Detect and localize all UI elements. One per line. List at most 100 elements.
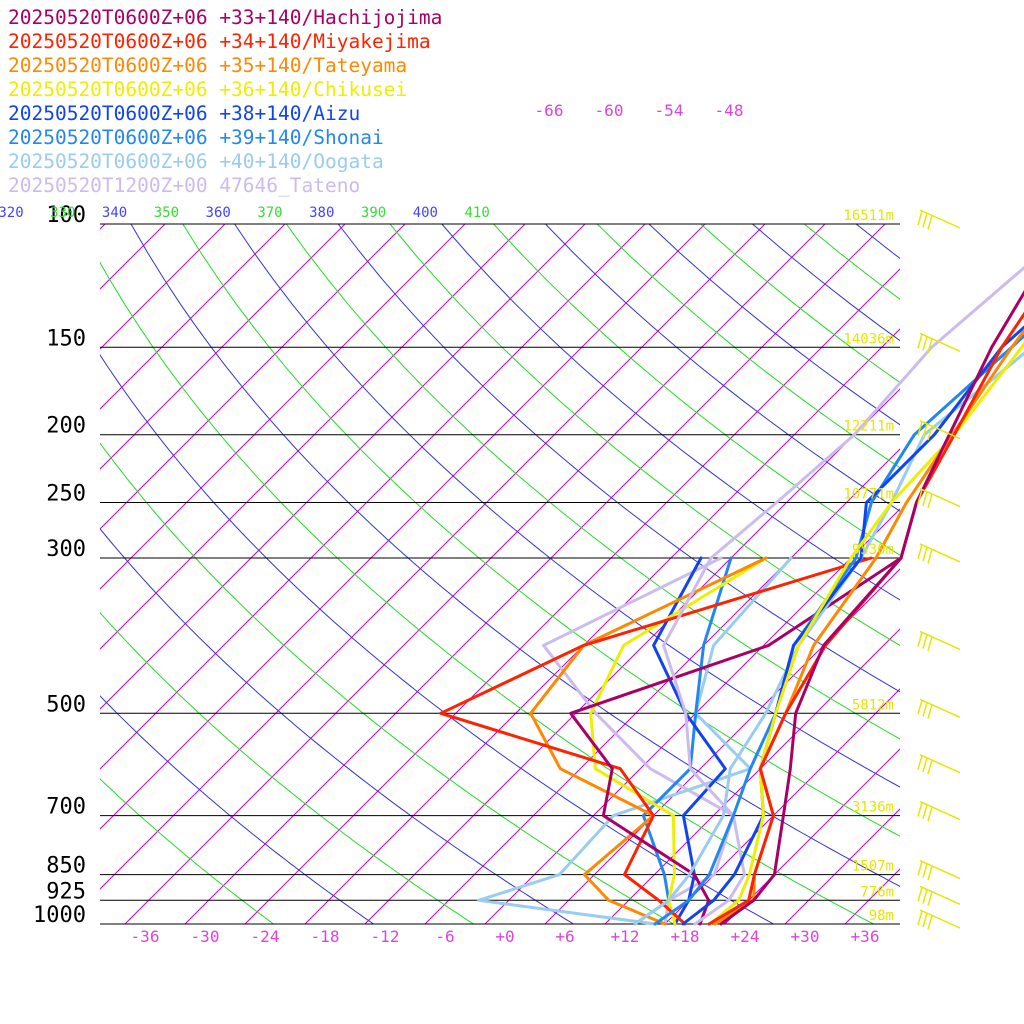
pressure-tick-label: 100	[46, 203, 86, 228]
wind-barb-flag	[922, 336, 928, 351]
isobar-lines	[100, 223, 900, 925]
height-label: 12211m	[843, 419, 894, 435]
temperature-tick-label: +18	[671, 927, 700, 946]
wind-barb-flag	[927, 865, 933, 881]
wind-barb-flag	[922, 491, 928, 506]
isotherm-line	[100, 224, 286, 410]
temperature-line	[719, 290, 1024, 926]
isotherm-line	[184, 224, 886, 924]
wind-barb-flag	[917, 802, 923, 817]
wind-barb-flag	[917, 334, 923, 349]
temperature-tick-label: +30	[791, 927, 820, 946]
wind-barb-staff	[919, 909, 961, 929]
wind-barb-staff	[919, 420, 961, 440]
temperature-tick-label: -6	[435, 927, 454, 946]
wind-barb-flag	[922, 423, 928, 439]
pressure-tick-label: 925	[46, 879, 86, 904]
axis-labels: 100 16511m 150 14036m 200 12211m 250 10771m 300 9…	[0, 101, 894, 946]
wind-barb-flag	[922, 863, 928, 878]
wind-barbs	[917, 209, 961, 930]
temperature-tick-label: +6	[555, 927, 574, 946]
pressure-tick-label: 250	[46, 482, 86, 507]
theta-label: 360	[206, 205, 231, 221]
isotherm-label: -60	[595, 101, 624, 120]
isotherm-line	[244, 268, 900, 924]
isotherm-label: -66	[535, 101, 564, 120]
pressure-tick-label: 850	[46, 854, 86, 879]
dry-adiabat-line	[493, 224, 900, 556]
isotherm-line	[0, 224, 45, 924]
wind-barb-flag	[922, 546, 928, 562]
legend-item: 20250520T0600Z+06 +40+140/Oogata	[8, 150, 384, 173]
wind-barb-flag	[917, 700, 923, 715]
wind-barb-flag	[922, 889, 928, 904]
dry-adiabat-line	[700, 224, 900, 384]
temperature-line	[681, 325, 1024, 926]
wind-barb-flag	[927, 338, 933, 353]
dewpoint-line	[477, 556, 793, 926]
wind-barb	[917, 209, 961, 230]
wind-barb-flag	[922, 912, 928, 928]
theta-label: 320	[0, 205, 24, 221]
isotherm-line	[100, 224, 646, 770]
wind-barb	[917, 543, 961, 564]
isotherm-line	[664, 688, 900, 924]
dewpoint-line	[589, 556, 768, 926]
wind-barb-staff	[919, 698, 961, 718]
height-label: 98m	[869, 908, 894, 924]
isotherm-line	[364, 388, 900, 924]
height-label: 16511m	[843, 208, 894, 224]
legend-item: 20250520T0600Z+06 +33+140/Hachijojima	[8, 6, 443, 29]
wind-barb-flag	[917, 755, 923, 770]
theta-label: 340	[102, 205, 127, 221]
isotherm-line	[100, 224, 346, 470]
temperature-tick-label: +0	[495, 927, 514, 946]
height-label: 10771m	[843, 487, 894, 503]
wind-barb-staff	[919, 800, 961, 821]
isotherm-line	[100, 224, 226, 350]
wind-barb-staff	[919, 754, 961, 774]
wind-barb	[917, 332, 961, 353]
legend-item: 20250520T0600Z+06 +34+140/Miyakejima	[8, 30, 431, 53]
dewpoint-line	[652, 556, 727, 926]
isotherm-line	[484, 508, 900, 924]
wind-barb-flag	[917, 632, 923, 647]
legend-item: 20250520T0600Z+06 +36+140/Chikusei	[8, 78, 408, 101]
wind-barb-flag	[927, 806, 933, 822]
pressure-tick-label: 700	[46, 795, 86, 820]
pressure-tick-label: 200	[46, 414, 86, 439]
dry-adiabat-line	[100, 778, 274, 924]
theta-label: 410	[465, 205, 490, 221]
dry-adiabat-line	[648, 224, 900, 426]
wind-barb-flag	[922, 702, 928, 717]
temperature-line	[633, 351, 1024, 926]
temperature-line	[662, 265, 1024, 926]
isotherm-line	[100, 224, 406, 530]
theta-label: 330	[50, 205, 75, 221]
isotherm-line	[844, 868, 900, 924]
temperature-line	[708, 341, 1024, 926]
wind-barb-flag	[922, 634, 928, 649]
dry-adiabat-line	[855, 224, 900, 259]
wind-barb-flag	[927, 704, 933, 719]
legend-item: 20250520T0600Z+06 +39+140/Shonai	[8, 126, 384, 149]
wind-barb-flag	[927, 636, 933, 652]
dry-adiabat-line	[100, 527, 574, 924]
dry-adiabat-line	[182, 224, 900, 837]
legend-item: 20250520T0600Z+06 +35+140/Tateyama	[8, 54, 408, 77]
wind-barb-staff	[919, 630, 961, 651]
temperature-tick-label: +12	[611, 927, 640, 946]
dewpoint-line	[439, 556, 873, 926]
wind-barb	[917, 630, 961, 652]
isotherm-line	[724, 748, 900, 924]
wind-barb-flag	[927, 915, 933, 930]
isotherm-line	[905, 224, 1024, 924]
background-grid	[0, 224, 1024, 924]
temperature-tick-label: +24	[731, 927, 760, 946]
temperature-tick-label: +36	[851, 927, 880, 946]
dry-adiabat-line	[100, 442, 674, 924]
wind-barb-flag	[927, 425, 933, 441]
wind-barb-flag	[927, 549, 933, 564]
wind-barb-flag	[927, 215, 933, 230]
legend: 20250520T0600Z+06 +33+140/Hachijojima 202…	[8, 6, 442, 198]
